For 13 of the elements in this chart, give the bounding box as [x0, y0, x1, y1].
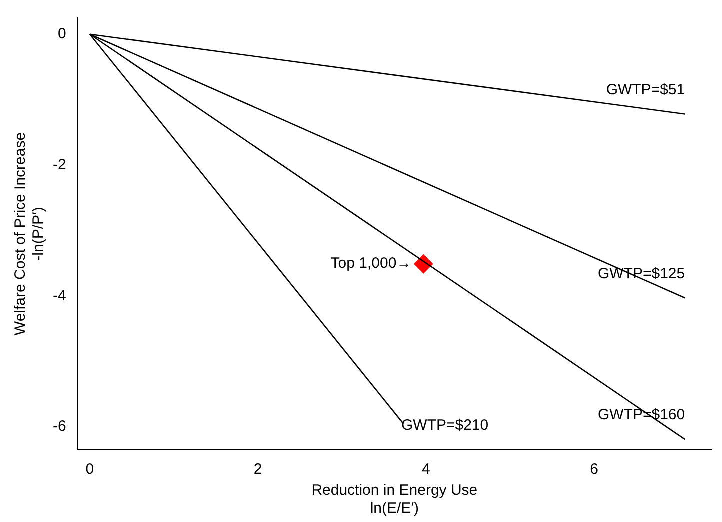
y-axis-title: Welfare Cost of Price Increase -ln(P/P′)	[12, 132, 48, 336]
y-tick-label: -6	[52, 418, 66, 436]
x-tick-label: 0	[86, 461, 94, 478]
x-axis-title: Reduction in Energy Use ln(E/E′)	[312, 482, 478, 518]
y-tick-label: -4	[52, 287, 66, 304]
y-tick-label: -2	[52, 156, 66, 174]
annotation: Top 1,000→	[330, 255, 412, 272]
x-tick-label: 4	[422, 461, 430, 478]
x-tick-label: 6	[590, 461, 598, 478]
series-label: GWTP=$210	[401, 416, 489, 434]
series-label: GWTP=$51	[606, 81, 686, 98]
y-tick-label: 0	[58, 26, 66, 43]
x-tick-label: 2	[254, 461, 262, 478]
